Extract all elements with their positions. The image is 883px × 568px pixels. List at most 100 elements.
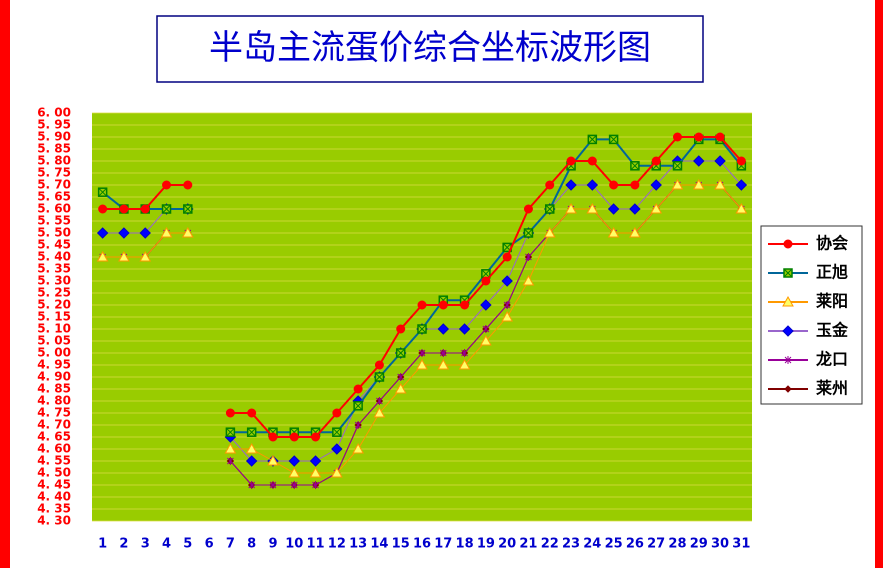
marker: [395, 348, 406, 358]
marker: [630, 180, 640, 190]
marker: [482, 325, 490, 333]
series-layer: [96, 132, 748, 489]
y-tick-label: 5. 55: [37, 214, 71, 228]
marker-cross: [226, 427, 235, 437]
marker-cross: [524, 228, 533, 238]
marker: [330, 466, 343, 478]
marker: [309, 455, 322, 467]
marker: [97, 187, 108, 197]
marker: [714, 155, 726, 167]
y-tick-label: 4. 70: [37, 418, 71, 432]
y-tick-label: 5. 30: [37, 274, 71, 288]
marker: [225, 408, 235, 418]
marker: [672, 161, 683, 171]
y-tick-label: 5. 00: [37, 346, 71, 360]
y-tick-label: 6. 00: [37, 106, 71, 120]
legend-label: 玉金: [816, 321, 849, 340]
y-tick-label: 5. 70: [37, 178, 71, 192]
y-tick-label: 5. 95: [37, 118, 71, 132]
marker: [161, 204, 172, 214]
marker: [162, 180, 172, 190]
marker: [309, 466, 322, 478]
marker-cross: [183, 204, 193, 214]
marker: [523, 228, 534, 238]
marker: [160, 226, 173, 238]
marker: [139, 227, 151, 239]
y-tick-label: 5. 85: [37, 142, 71, 156]
marker: [417, 300, 427, 310]
x-tick-label: 23: [562, 537, 580, 552]
legend-label: 正旭: [816, 263, 848, 282]
marker: [118, 250, 130, 262]
marker-cross: [783, 268, 793, 278]
x-tick-label: 17: [434, 537, 452, 552]
y-tick-label: 4. 55: [37, 454, 71, 468]
marker: [140, 204, 150, 214]
marker: [396, 324, 406, 334]
marker: [394, 382, 407, 394]
y-tick-label: 5. 60: [37, 202, 71, 216]
marker: [96, 250, 109, 262]
marker: [523, 204, 533, 214]
marker-cross: [417, 324, 427, 334]
marker: [139, 250, 152, 262]
marker: [522, 274, 535, 286]
marker: [374, 360, 384, 370]
x-tick-label: 6: [205, 537, 214, 552]
x-tick-label: 3: [141, 537, 150, 552]
legend-marker: [783, 239, 793, 249]
marker: [247, 408, 257, 418]
marker-cross: [673, 161, 682, 171]
marker: [461, 349, 468, 357]
marker: [119, 204, 129, 214]
y-tick-label: 5. 40: [37, 250, 71, 264]
x-tick-label: 10: [285, 537, 303, 552]
marker: [629, 203, 641, 215]
x-tick-label: 13: [349, 537, 367, 552]
marker: [544, 204, 555, 214]
y-tick-label: 4. 65: [37, 430, 71, 444]
left-border: [0, 0, 10, 568]
x-tick-label: 2: [119, 537, 128, 552]
marker-cross: [481, 269, 491, 279]
marker: [245, 442, 258, 454]
marker: [566, 156, 576, 166]
marker: [502, 252, 512, 262]
x-tick-label: 25: [605, 537, 623, 552]
marker: [525, 253, 532, 261]
x-tick-label: 18: [456, 537, 474, 552]
marker: [268, 432, 278, 442]
legend-marker: [782, 295, 794, 307]
marker: [565, 202, 577, 214]
legend-marker: [782, 325, 794, 337]
x-tick-label: 24: [583, 537, 601, 552]
marker: [545, 180, 555, 190]
grid: [92, 112, 752, 522]
y-tick-label: 5. 35: [37, 262, 71, 276]
x-tick-label: 31: [732, 537, 750, 552]
marker: [352, 442, 364, 454]
marker: [630, 161, 640, 171]
marker: [607, 203, 620, 215]
marker: [501, 275, 513, 287]
marker: [735, 179, 748, 191]
y-tick-label: 5. 45: [37, 238, 71, 252]
x-tick-label: 16: [413, 537, 431, 552]
marker: [480, 299, 492, 311]
marker: [439, 349, 447, 357]
marker: [245, 455, 258, 467]
x-tick-label: 14: [370, 537, 388, 552]
marker: [503, 301, 511, 309]
marker: [714, 178, 726, 190]
y-tick-label: 5. 20: [37, 298, 71, 312]
y-tick-label: 5. 25: [37, 286, 71, 300]
x-tick-label: 5: [183, 537, 192, 552]
x-tick-label: 7: [226, 537, 235, 552]
x-tick-label: 19: [477, 537, 495, 552]
marker: [290, 481, 298, 489]
legend-marker: [783, 268, 793, 278]
legend-marker: [784, 356, 792, 364]
marker: [248, 481, 256, 489]
marker: [181, 226, 194, 238]
marker: [458, 358, 471, 370]
